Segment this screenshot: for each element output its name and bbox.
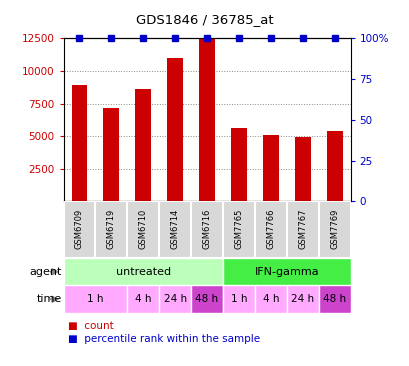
Bar bbox=[95, 201, 127, 258]
Text: ■  count: ■ count bbox=[67, 321, 113, 332]
Bar bbox=[318, 285, 350, 313]
Text: GSM6719: GSM6719 bbox=[107, 208, 116, 249]
Text: ■  percentile rank within the sample: ■ percentile rank within the sample bbox=[67, 334, 259, 344]
Text: 48 h: 48 h bbox=[322, 294, 345, 304]
Bar bbox=[222, 285, 254, 313]
Text: 4 h: 4 h bbox=[135, 294, 151, 304]
Bar bbox=[318, 201, 350, 258]
Bar bbox=[254, 201, 286, 258]
Text: 24 h: 24 h bbox=[163, 294, 186, 304]
Text: 4 h: 4 h bbox=[262, 294, 279, 304]
Text: GSM6714: GSM6714 bbox=[170, 208, 179, 249]
Text: GSM7765: GSM7765 bbox=[234, 208, 243, 249]
Bar bbox=[199, 38, 214, 201]
Bar bbox=[159, 285, 191, 313]
Bar bbox=[127, 201, 159, 258]
Bar bbox=[71, 85, 87, 201]
Text: GSM7769: GSM7769 bbox=[329, 208, 338, 249]
Bar bbox=[222, 201, 254, 258]
Text: GSM7767: GSM7767 bbox=[297, 208, 306, 249]
Bar bbox=[286, 285, 318, 313]
Text: GSM7766: GSM7766 bbox=[266, 208, 275, 249]
Bar bbox=[254, 285, 286, 313]
Bar bbox=[262, 135, 278, 201]
Bar bbox=[286, 201, 318, 258]
Bar bbox=[230, 128, 246, 201]
Bar bbox=[135, 89, 151, 201]
Bar bbox=[63, 258, 222, 285]
Bar bbox=[63, 285, 127, 313]
Bar bbox=[159, 201, 191, 258]
Bar bbox=[167, 58, 183, 201]
Text: 1 h: 1 h bbox=[87, 294, 103, 304]
Bar bbox=[222, 258, 350, 285]
Text: GSM6716: GSM6716 bbox=[202, 208, 211, 249]
Text: agent: agent bbox=[29, 267, 61, 277]
Text: 1 h: 1 h bbox=[230, 294, 247, 304]
Bar bbox=[63, 201, 95, 258]
Text: IFN-gamma: IFN-gamma bbox=[254, 267, 318, 277]
Text: 48 h: 48 h bbox=[195, 294, 218, 304]
Text: GSM6710: GSM6710 bbox=[138, 208, 147, 249]
Text: 24 h: 24 h bbox=[290, 294, 314, 304]
Text: untreated: untreated bbox=[115, 267, 171, 277]
Text: GDS1846 / 36785_at: GDS1846 / 36785_at bbox=[136, 13, 273, 26]
Bar bbox=[103, 108, 119, 201]
Bar bbox=[294, 138, 310, 201]
Bar bbox=[191, 285, 222, 313]
Bar bbox=[326, 131, 342, 201]
Text: GSM6709: GSM6709 bbox=[75, 208, 84, 249]
Bar bbox=[127, 285, 159, 313]
Text: time: time bbox=[36, 294, 61, 304]
Bar bbox=[191, 201, 222, 258]
